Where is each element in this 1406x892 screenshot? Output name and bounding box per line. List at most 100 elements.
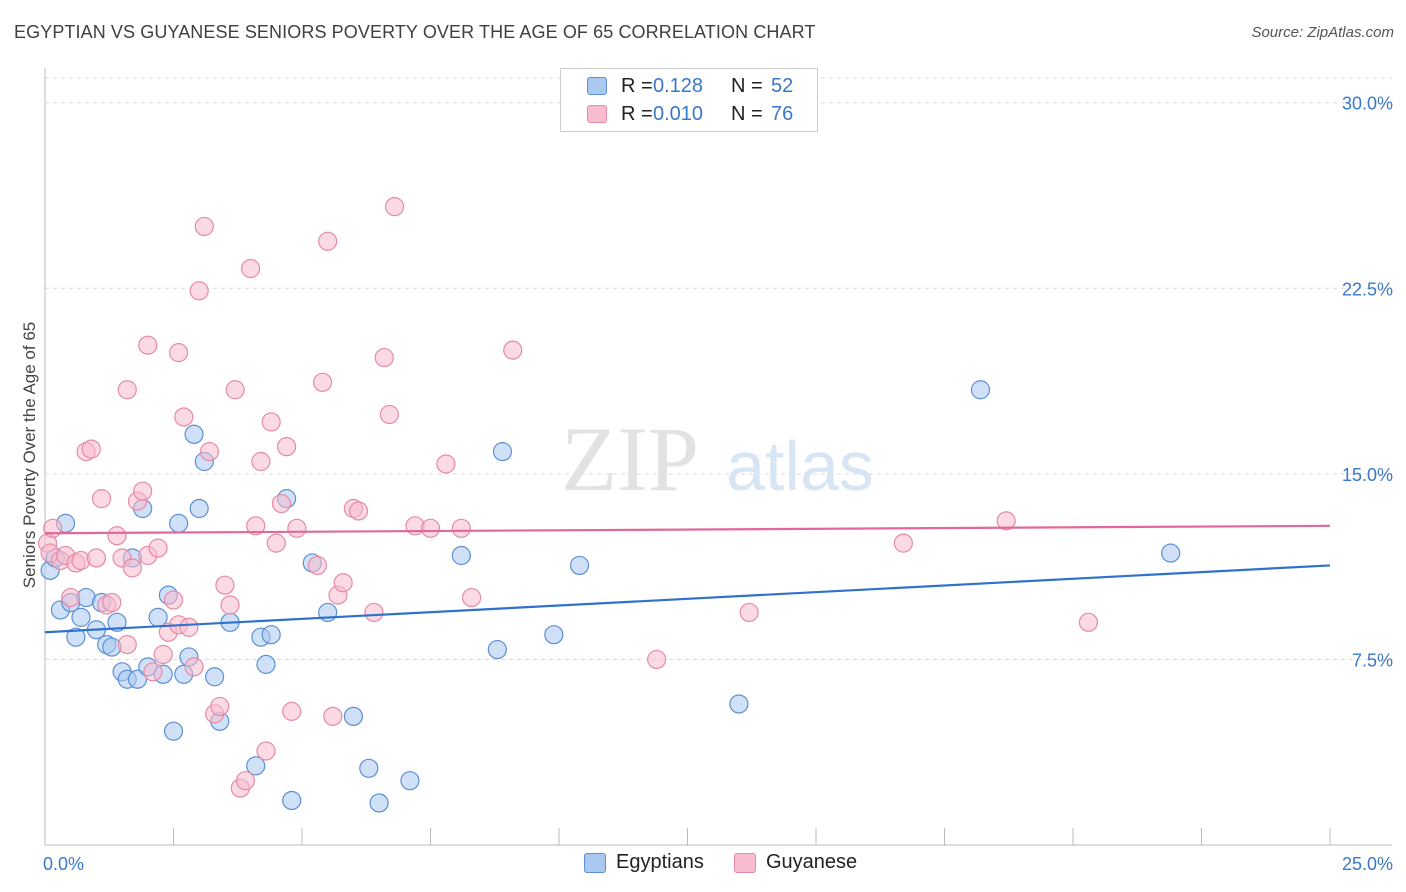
egyptian-point (127, 669, 148, 689)
guyanese-point (384, 197, 405, 217)
r-label: R = (621, 74, 653, 97)
correlation-legend: R = 0.128 N = 52 R = 0.010 N = 76 (560, 68, 818, 132)
guyanese-point (307, 555, 328, 576)
guyanese-point (451, 518, 471, 538)
guyanese-point (436, 454, 456, 474)
guyanese-point (364, 602, 384, 623)
y-axis-label: Seniors Poverty Over the Age of 65 (20, 321, 39, 589)
guyanese-point (169, 343, 189, 363)
guyanese-point (282, 701, 302, 721)
legend-label-guyanese: Guyanese (766, 851, 858, 873)
n-label: N = (731, 74, 763, 97)
guyanese-point (318, 231, 338, 251)
egyptian-point (487, 639, 507, 660)
guyanese-point (138, 335, 158, 355)
guyanese-point (893, 533, 913, 553)
r-label: R = (621, 102, 653, 125)
egyptian-point (451, 545, 471, 566)
guyanese-point (133, 481, 153, 501)
guyanese-point (43, 518, 63, 538)
series-egyptians (40, 380, 1181, 813)
egyptian-point (189, 498, 209, 519)
egyptian-point (282, 790, 302, 811)
guyanese-point (1078, 612, 1099, 632)
egyptian-point (163, 721, 184, 741)
egyptian-point (184, 424, 204, 444)
guyanese-point (235, 771, 256, 791)
guyanese-point (153, 644, 173, 665)
guyanese-point (420, 518, 441, 538)
egyptian-point (970, 380, 991, 400)
guyanese-point (122, 558, 142, 578)
chart-title: EGYPTIAN VS GUYANESE SENIORS POVERTY OVE… (14, 22, 816, 42)
guyanese-point (225, 380, 245, 400)
guyanese-point (996, 511, 1016, 531)
y-tick-label: 15.0% (1342, 465, 1393, 485)
guyanese-point (117, 634, 137, 655)
guyanese-point (117, 380, 137, 400)
n-value: 52 (771, 74, 794, 97)
guyanese-point (266, 533, 286, 553)
guyanese-point (348, 501, 369, 521)
guyanese-point (174, 407, 194, 427)
egyptian-point (359, 758, 379, 778)
guyanese-point (143, 662, 163, 682)
legend-label-egyptians: Egyptians (616, 851, 704, 873)
tick-labels: 7.5% 15.0% 22.5% 30.0% 0.0% 25.0% (43, 94, 1393, 874)
guyanese-point (61, 587, 81, 608)
egyptian-point (729, 694, 749, 714)
egyptian-point (246, 756, 266, 776)
egyptians-swatch (584, 852, 606, 873)
guyanese-point (184, 657, 204, 677)
series-legend: Egyptians Guyanese (0, 851, 1406, 877)
y-tick-label: 7.5% (1352, 650, 1393, 670)
n-label: N = (731, 102, 763, 125)
y-tick-label: 22.5% (1342, 279, 1393, 299)
guyanese-point (86, 548, 107, 568)
guyanese-point (261, 412, 281, 432)
egyptian-point (1161, 543, 1181, 563)
egyptians-trend-line (44, 564, 1331, 634)
egyptian-point (343, 706, 363, 726)
guyanese-point (503, 340, 523, 360)
guyanese-point (246, 516, 266, 536)
guyanese-point (220, 595, 240, 615)
guyanese-point (210, 696, 230, 717)
x-tick-label: 0.0% (43, 854, 84, 874)
guyanese-point (81, 439, 101, 459)
egyptian-point (169, 513, 189, 533)
watermark-zip: ZIP (561, 408, 699, 510)
guyanese-point (379, 404, 399, 425)
guyanese-point (199, 442, 220, 462)
guyanese-point (374, 347, 394, 368)
egyptian-point (400, 771, 420, 791)
guyanese-point (312, 372, 333, 392)
guyanese-point (251, 451, 271, 472)
watermark-atlas: atlas (726, 427, 874, 505)
guyanese-point (647, 649, 667, 670)
series-guyanese (37, 197, 1099, 798)
guyanese-point (189, 281, 209, 301)
guyanese-point (107, 526, 127, 546)
egyptian-point (569, 555, 590, 576)
guyanese-point (215, 575, 235, 595)
watermark: ZIP atlas (561, 408, 874, 510)
legend-item-guyanese: Guyanese (734, 851, 857, 874)
source-credit: Source: ZipAtlas.com (1251, 24, 1394, 41)
guyanese-trend-line (44, 524, 1331, 535)
legend-row-guyanese: R = 0.010 N = 76 (587, 101, 793, 127)
guyanese-point (148, 538, 168, 558)
egyptian-point (261, 625, 281, 645)
egyptian-point (107, 612, 127, 632)
y-tick-label: 30.0% (1342, 94, 1393, 114)
guyanese-point (102, 592, 122, 613)
guyanese-point (179, 617, 199, 637)
legend-row-egyptians: R = 0.128 N = 52 (587, 73, 793, 99)
r-value: 0.010 (653, 102, 704, 125)
axes (44, 68, 1392, 846)
guyanese-point (462, 587, 482, 608)
guyanese-point (287, 518, 307, 538)
guyanese-swatch (734, 852, 756, 873)
n-value: 76 (771, 102, 794, 125)
